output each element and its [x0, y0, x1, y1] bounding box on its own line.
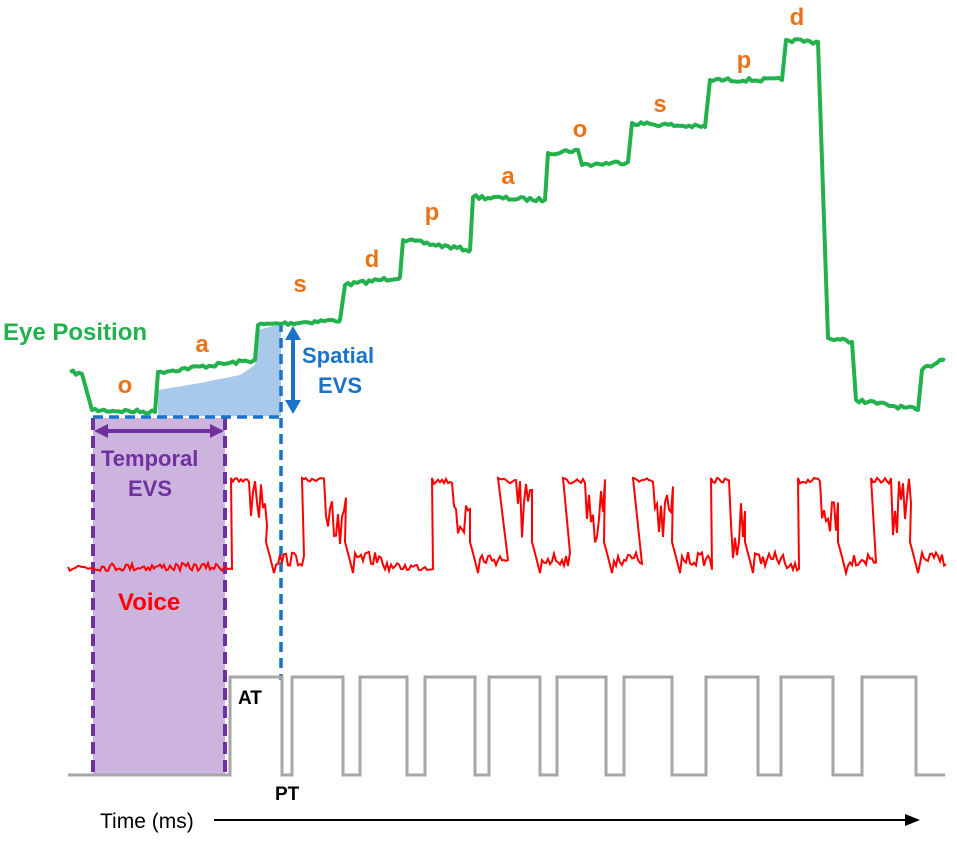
target-letter-10: d	[790, 4, 805, 31]
temporal-evs-label-line2: EVS	[128, 476, 172, 501]
target-letter-7: o	[573, 116, 588, 143]
at-label: AT	[238, 688, 262, 709]
eye-position-trace	[69, 37, 946, 416]
target-letter-2: a	[195, 331, 209, 358]
voice-signal-trace	[67, 476, 947, 577]
temporal-evs-region	[93, 418, 225, 775]
target-letter-3: s	[293, 271, 306, 298]
spatial-evs-region	[158, 324, 281, 416]
target-letters: o a s d p a o s p d	[118, 4, 805, 399]
time-axis-arrow	[214, 814, 920, 826]
target-letter-8: s	[653, 91, 666, 118]
time-axis-label: Time (ms)	[100, 810, 194, 833]
spatial-evs-arrow	[285, 326, 301, 414]
trigger-signal-trace	[68, 675, 945, 777]
eye-position-label: Eye Position	[3, 319, 147, 346]
temporal-evs-arrow	[94, 424, 224, 438]
target-letter-4: d	[365, 246, 380, 273]
target-letter-9: p	[737, 47, 752, 74]
temporal-evs-label-line1: Temporal	[101, 446, 198, 471]
spatial-evs-label-line2: EVS	[318, 373, 362, 398]
target-letter-1: o	[118, 372, 133, 399]
spatial-evs-label-line1: Spatial	[302, 343, 374, 368]
pt-label: PT	[275, 784, 300, 805]
target-letter-6: a	[501, 163, 515, 190]
target-letter-5: p	[425, 199, 440, 226]
voice-label: Voice	[118, 589, 180, 616]
